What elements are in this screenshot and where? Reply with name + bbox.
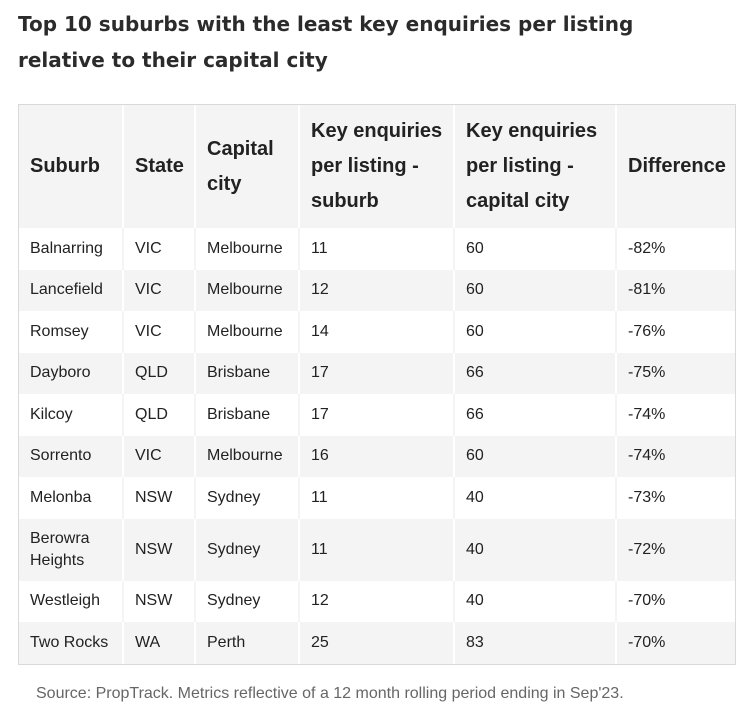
cell-enquiries-suburb: 14: [299, 311, 455, 353]
table-row: Kilcoy QLD Brisbane 17 66 -74%: [19, 394, 735, 436]
cell-suburb: Dayboro: [19, 352, 124, 394]
cell-suburb: Lancefield: [19, 269, 124, 311]
cell-capital-city: Sydney: [195, 477, 300, 519]
cell-state: WA: [123, 622, 196, 664]
cell-suburb: Berowra Heights: [19, 518, 124, 581]
table-row: Dayboro QLD Brisbane 17 66 -75%: [19, 352, 735, 394]
table-header-row: Suburb State Capital city Key enquiries …: [19, 105, 735, 228]
table-row: Balnarring VIC Melbourne 11 60 -82%: [19, 228, 735, 270]
cell-suburb: Westleigh: [19, 580, 124, 622]
cell-enquiries-capital: 66: [454, 394, 617, 436]
table-row: Sorrento VIC Melbourne 16 60 -74%: [19, 435, 735, 477]
column-header-capital-city: Capital city: [195, 105, 300, 228]
cell-enquiries-suburb: 12: [299, 580, 455, 622]
cell-enquiries-suburb: 11: [299, 518, 455, 581]
cell-capital-city: Brisbane: [195, 352, 300, 394]
data-table-container: Suburb State Capital city Key enquiries …: [18, 104, 736, 665]
cell-suburb: Melonba: [19, 477, 124, 519]
cell-difference: -75%: [616, 352, 735, 394]
table-header: Suburb State Capital city Key enquiries …: [19, 105, 735, 228]
table-row: Lancefield VIC Melbourne 12 60 -81%: [19, 269, 735, 311]
cell-difference: -74%: [628, 405, 666, 423]
cell-enquiries-capital: 40: [454, 477, 617, 519]
cell-enquiries-capital: 66: [454, 352, 617, 394]
column-header-enquiries-suburb: Key enquiries per listing - suburb: [299, 105, 455, 228]
column-header-enquiries-capital: Key enquiries per listing - capital city: [454, 105, 617, 228]
cell-enquiries-capital: 60: [454, 435, 617, 477]
page-title: Top 10 suburbs with the least key enquir…: [18, 12, 634, 72]
cell-suburb: Kilcoy: [19, 394, 124, 436]
cell-enquiries-suburb: 16: [299, 435, 455, 477]
cell-difference: -76%: [628, 322, 666, 340]
cell-enquiries-suburb: 11: [299, 477, 455, 519]
table-row: Westleigh NSW Sydney 12 40 -70%: [19, 580, 735, 622]
suburb-enquiries-table: Suburb State Capital city Key enquiries …: [19, 105, 735, 664]
cell-capital-city: Melbourne: [195, 311, 300, 353]
column-header-suburb: Suburb: [19, 105, 124, 228]
cell-state: VIC: [123, 435, 196, 477]
cell-enquiries-suburb: 25: [299, 622, 455, 664]
cell-state: NSW: [123, 477, 196, 519]
table-row: Romsey VIC Melbourne 14 60 -76%: [19, 311, 735, 353]
table-row: Two Rocks WA Perth 25 83 -70%: [19, 622, 735, 664]
cell-enquiries-capital: 60: [454, 228, 617, 270]
cell-capital-city: Sydney: [195, 580, 300, 622]
cell-enquiries-capital: 40: [454, 518, 617, 581]
cell-enquiries-capital: 60: [454, 269, 617, 311]
cell-suburb: Balnarring: [19, 228, 124, 270]
cell-capital-city: Melbourne: [195, 228, 300, 270]
cell-state: NSW: [123, 580, 196, 622]
cell-difference: -81%: [616, 269, 735, 311]
source-note: Source: PropTrack. Metrics reflective of…: [36, 685, 624, 702]
cell-state: VIC: [123, 311, 196, 353]
cell-capital-city: Sydney: [195, 518, 300, 581]
cell-state: QLD: [123, 394, 196, 436]
cell-state: NSW: [123, 518, 196, 581]
cell-difference: -72%: [616, 518, 735, 581]
cell-state: VIC: [123, 269, 196, 311]
column-header-state: State: [123, 105, 196, 228]
cell-difference: -82%: [628, 239, 666, 257]
table-row: Melonba NSW Sydney 11 40 -73%: [19, 477, 735, 519]
table-body: Balnarring VIC Melbourne 11 60 -82% Lanc…: [19, 228, 735, 664]
cell-enquiries-capital: 40: [454, 580, 617, 622]
cell-enquiries-capital: 60: [454, 311, 617, 353]
cell-difference: -73%: [628, 488, 666, 506]
cell-state: QLD: [123, 352, 196, 394]
column-header-difference: Difference: [616, 105, 735, 228]
cell-suburb: Sorrento: [19, 435, 124, 477]
cell-capital-city: Brisbane: [195, 394, 300, 436]
table-row: Berowra Heights NSW Sydney 11 40 -72%: [19, 518, 735, 581]
cell-capital-city: Melbourne: [195, 435, 300, 477]
cell-state: VIC: [123, 228, 196, 270]
cell-suburb: Two Rocks: [19, 622, 124, 664]
cell-enquiries-capital: 83: [454, 622, 617, 664]
cell-capital-city: Melbourne: [195, 269, 300, 311]
cell-difference: -70%: [616, 622, 735, 664]
cell-enquiries-suburb: 17: [299, 394, 455, 436]
cell-difference: -70%: [628, 592, 666, 610]
cell-enquiries-suburb: 17: [299, 352, 455, 394]
cell-capital-city: Perth: [195, 622, 300, 664]
cell-enquiries-suburb: 11: [299, 228, 455, 270]
cell-difference: -74%: [616, 435, 735, 477]
cell-suburb: Romsey: [19, 311, 124, 353]
cell-enquiries-suburb: 12: [299, 269, 455, 311]
